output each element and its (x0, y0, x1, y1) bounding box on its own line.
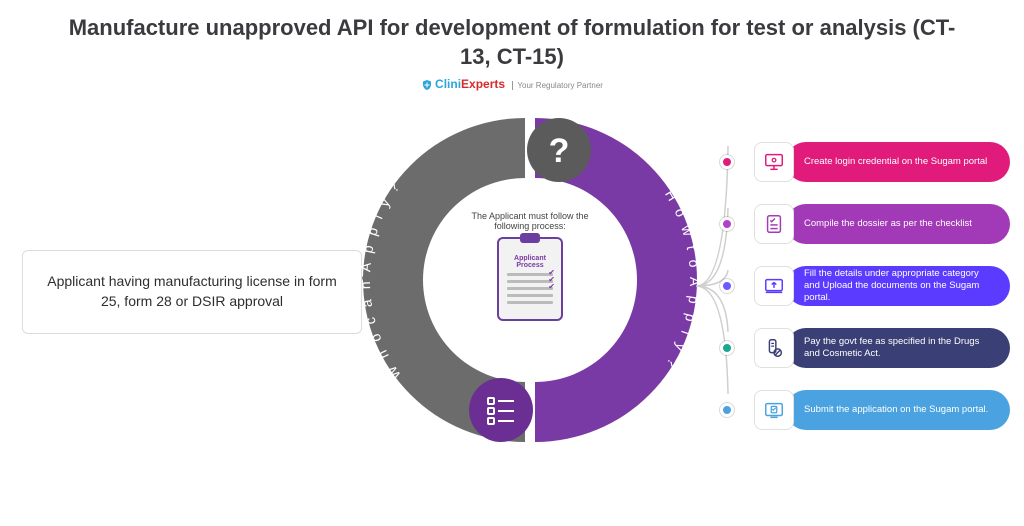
step-text: Compile the dossier as per the checklist (804, 218, 972, 230)
step-pill: Create login credential on the Sugam por… (786, 142, 1010, 182)
step-icon (754, 266, 794, 306)
step-5: Submit the application on the Sugam port… (720, 386, 1010, 434)
step-1: Create login credential on the Sugam por… (720, 138, 1010, 186)
step-dot (720, 279, 734, 293)
step-text: Pay the govt fee as specified in the Dru… (804, 336, 996, 360)
center-block: The Applicant must follow the following … (470, 211, 590, 321)
step-icon (754, 390, 794, 430)
step-icon (754, 142, 794, 182)
step-icon (754, 328, 794, 368)
clipboard-title: Applicant Process (507, 255, 553, 269)
step-icon (754, 204, 794, 244)
question-mark-icon: ? (549, 132, 570, 170)
step-4: Pay the govt fee as specified in the Dru… (720, 324, 1010, 372)
step-dot (720, 217, 734, 231)
step-dot (720, 155, 734, 169)
step-2: Compile the dossier as per the checklist (720, 200, 1010, 248)
step-text: Submit the application on the Sugam port… (804, 404, 988, 416)
step-pill: Compile the dossier as per the checklist (786, 204, 1010, 244)
step-dot (720, 403, 734, 417)
step-text: Create login credential on the Sugam por… (804, 156, 987, 168)
step-text: Fill the details under appropriate categ… (804, 268, 996, 304)
step-pill: Submit the application on the Sugam port… (786, 390, 1010, 430)
step-3: Fill the details under appropriate categ… (720, 262, 1010, 310)
clipboard-icon: Applicant Process (497, 237, 563, 321)
who-can-apply-box: Applicant having manufacturing license i… (22, 250, 362, 334)
steps-list: Create login credential on the Sugam por… (720, 138, 1010, 448)
center-note-text: The Applicant must follow the following … (470, 211, 590, 231)
page-title: Manufacture unapproved API for developme… (0, 0, 1024, 73)
step-pill: Pay the govt fee as specified in the Dru… (786, 328, 1010, 368)
ring-diagram: ? W h o c a n A p p l y ? H o w t o A p … (360, 110, 700, 450)
step-pill: Fill the details under appropriate categ… (786, 266, 1010, 306)
step-dot (720, 341, 734, 355)
